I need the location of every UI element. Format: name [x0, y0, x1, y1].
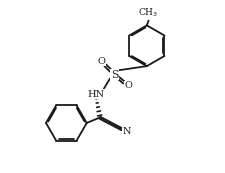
Text: O: O — [97, 57, 105, 66]
Text: HN: HN — [88, 89, 105, 98]
Text: O: O — [124, 81, 132, 90]
Text: S: S — [111, 70, 118, 80]
Text: CH$_3$: CH$_3$ — [138, 7, 159, 19]
Text: N: N — [123, 127, 131, 136]
